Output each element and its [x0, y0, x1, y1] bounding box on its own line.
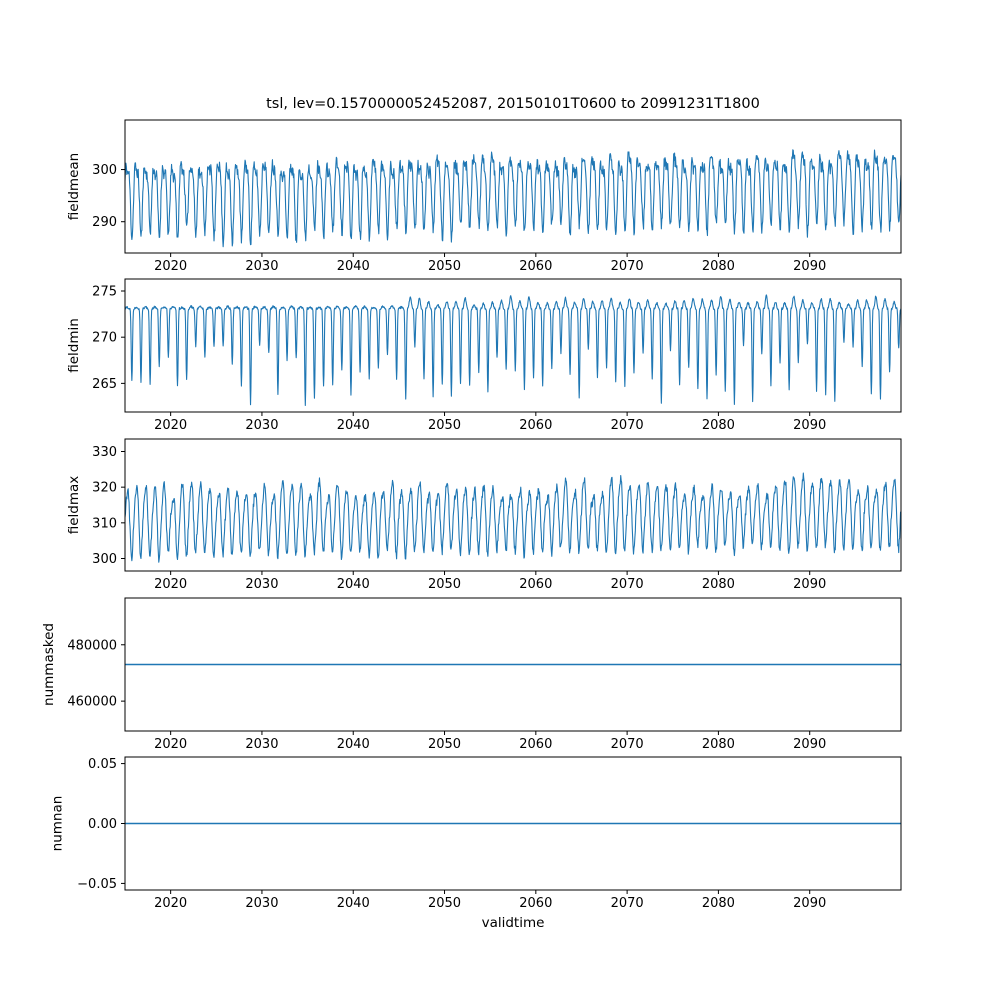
axes-frame: [124, 597, 902, 732]
x-tick-label: 2050: [428, 737, 461, 752]
x-tick-label: 2060: [519, 896, 552, 911]
x-tick-label: 2040: [337, 737, 370, 752]
x-tick-label: 2080: [702, 577, 735, 592]
subplot-fieldmax: 2020 2030 2040 2050 2060 2070 2080 2090 300 310 32…: [66, 438, 902, 592]
x-tick-label: 2090: [793, 737, 826, 752]
x-tick-label: 2060: [519, 577, 552, 592]
axes-frame: [124, 119, 902, 254]
y-tick-label: 275: [92, 285, 117, 300]
series-line-fieldmax: [125, 472, 901, 563]
axes-frame: [124, 438, 902, 572]
x-tick-label: 2090: [793, 577, 826, 592]
x-tick-label: 2080: [702, 737, 735, 752]
x-tick-label: 2070: [611, 577, 644, 592]
x-tick-label: 2040: [337, 896, 370, 911]
y-axis-label-nummasked: nummasked: [41, 623, 57, 706]
x-tick-label: 2060: [519, 737, 552, 752]
series-line-fieldmean: [125, 149, 901, 248]
y-axis-label-fieldmax: fieldmax: [66, 476, 82, 535]
x-tick-label: 2020: [154, 896, 187, 911]
subplot-numnan: 2020 2030 2040 2050 2060 2070 2080 2090 0.05 0.00…: [50, 756, 902, 911]
x-tick-label: 2040: [337, 577, 370, 592]
y-tick-label: 290: [92, 215, 117, 230]
x-tick-label: 2030: [245, 577, 278, 592]
series-line-fieldmin: [125, 294, 901, 407]
y-tick-label: 270: [92, 331, 117, 346]
y-tick-label: 330: [92, 445, 117, 460]
x-tick-label: 2030: [245, 418, 278, 433]
x-tick-label: 2050: [428, 577, 461, 592]
x-tick-label: 2050: [428, 896, 461, 911]
x-tick-label: 2040: [337, 418, 370, 433]
axes-frame: [124, 278, 902, 413]
y-tick-label: 0.00: [88, 817, 117, 832]
x-tick-label: 2090: [793, 259, 826, 274]
y-tick-label: 320: [92, 481, 117, 496]
x-tick-label: 2060: [519, 259, 552, 274]
x-tick-label: 2020: [154, 418, 187, 433]
x-tick-label: 2020: [154, 259, 187, 274]
x-tick-label: 2020: [154, 577, 187, 592]
x-tick-label: 2050: [428, 259, 461, 274]
x-tick-label: 2030: [245, 896, 278, 911]
x-tick-label: 2090: [793, 418, 826, 433]
x-tick-label: 2080: [702, 896, 735, 911]
x-tick-label: 2070: [611, 896, 644, 911]
y-axis-label-numnan: numnan: [50, 796, 66, 852]
x-tick-label: 2040: [337, 259, 370, 274]
y-tick-label: 480000: [67, 638, 117, 653]
y-tick-label: 0.05: [88, 757, 117, 772]
x-tick-label: 2030: [245, 737, 278, 752]
x-tick-label: 2070: [611, 259, 644, 274]
x-tick-label: 2050: [428, 418, 461, 433]
y-tick-label: 310: [92, 516, 117, 531]
x-tick-label: 2020: [154, 737, 187, 752]
subplot-fieldmin: 2020 2030 2040 2050 2060 2070 2080 2090 265 270 27…: [66, 278, 902, 433]
y-axis-label-fieldmean: fieldmean: [66, 153, 82, 220]
y-tick-label: −0.05: [77, 877, 117, 892]
y-tick-label: 265: [92, 377, 117, 392]
x-tick-label: 2060: [519, 418, 552, 433]
x-tick-label: 2080: [702, 418, 735, 433]
chart-title: tsl, lev=0.1570000052452087, 20150101T06…: [266, 96, 760, 112]
y-tick-label: 460000: [67, 695, 117, 710]
subplot-nummasked: 2020 2030 2040 2050 2060 2070 2080 2090 460000 48…: [41, 597, 902, 752]
y-tick-label: 300: [92, 552, 117, 567]
y-tick-label: 300: [92, 163, 117, 178]
subplot-fieldmean: 2020 2030 2040 2050 2060 2070 2080 2090 290 300 fi…: [66, 119, 902, 274]
x-tick-label: 2030: [245, 259, 278, 274]
x-tick-label: 2090: [793, 896, 826, 911]
x-tick-label: 2070: [611, 737, 644, 752]
y-axis-label-fieldmin: fieldmin: [66, 318, 82, 373]
x-axis-label: validtime: [481, 915, 545, 931]
x-tick-label: 2070: [611, 418, 644, 433]
x-tick-label: 2080: [702, 259, 735, 274]
